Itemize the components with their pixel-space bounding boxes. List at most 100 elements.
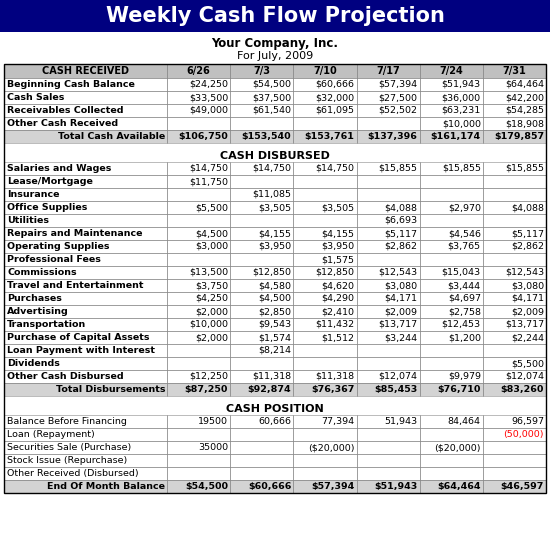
Text: Dividends: Dividends [7, 359, 60, 368]
Text: $13,717: $13,717 [505, 320, 544, 329]
Bar [167, 104, 230, 117]
Bar [420, 441, 483, 454]
Bar [4, 383, 167, 396]
Bar [420, 454, 483, 467]
Text: $14,750: $14,750 [189, 164, 228, 173]
Bar [293, 331, 356, 344]
Bar [167, 357, 230, 370]
Bar [420, 130, 483, 143]
Text: Operating Supplies: Operating Supplies [7, 242, 109, 251]
Bar [356, 292, 420, 305]
Text: 84,464: 84,464 [448, 417, 481, 426]
Bar [483, 64, 546, 78]
Bar [167, 454, 230, 467]
Bar [167, 441, 230, 454]
Bar [483, 64, 546, 78]
Bar [293, 104, 356, 117]
Bar [483, 454, 546, 467]
Bar [230, 253, 293, 266]
Text: 77,394: 77,394 [321, 417, 355, 426]
Bar [230, 428, 293, 441]
Bar [230, 279, 293, 292]
Bar [483, 370, 546, 383]
Bar [483, 78, 546, 91]
Bar [167, 130, 230, 143]
Bar [420, 331, 483, 344]
Text: $3,750: $3,750 [195, 281, 228, 290]
Bar [167, 253, 230, 266]
Bar [4, 188, 167, 201]
Bar [4, 78, 167, 91]
Text: $3,000: $3,000 [195, 242, 228, 251]
Bar [230, 130, 293, 143]
Text: Receivables Collected: Receivables Collected [7, 106, 124, 115]
Bar [483, 214, 546, 227]
Bar [230, 91, 293, 104]
Bar [167, 227, 230, 240]
Bar [4, 415, 167, 428]
Bar [293, 467, 356, 480]
Text: $2,009: $2,009 [511, 307, 544, 316]
Bar [4, 201, 167, 214]
Bar [4, 64, 167, 78]
Bar [356, 383, 420, 396]
Bar [230, 383, 293, 396]
Bar [293, 480, 356, 493]
Bar [420, 292, 483, 305]
Bar [167, 201, 230, 214]
Bar [167, 175, 230, 188]
Bar [4, 117, 167, 130]
Bar [483, 266, 546, 279]
Bar [420, 428, 483, 441]
Bar [4, 441, 167, 454]
Bar [230, 201, 293, 214]
Bar [356, 253, 420, 266]
Bar [230, 78, 293, 91]
Text: $11,432: $11,432 [315, 320, 355, 329]
Text: $4,697: $4,697 [448, 294, 481, 303]
Bar [293, 227, 356, 240]
Text: Repairs and Maintenance: Repairs and Maintenance [7, 229, 142, 238]
Bar [420, 240, 483, 253]
Bar [293, 240, 356, 253]
Text: $9,979: $9,979 [448, 372, 481, 381]
Bar [167, 253, 230, 266]
Bar [293, 266, 356, 279]
Bar [293, 467, 356, 480]
Bar [167, 305, 230, 318]
Bar [293, 383, 356, 396]
Bar [356, 344, 420, 357]
Bar [483, 162, 546, 175]
Bar [420, 104, 483, 117]
Bar [420, 104, 483, 117]
Text: Purchases: Purchases [7, 294, 62, 303]
Text: $5,500: $5,500 [511, 359, 544, 368]
Text: $137,396: $137,396 [368, 132, 417, 141]
Text: Stock Issue (Repurchase): Stock Issue (Repurchase) [7, 456, 127, 465]
Bar [420, 91, 483, 104]
Bar [356, 480, 420, 493]
Bar [293, 383, 356, 396]
Text: $57,394: $57,394 [311, 482, 355, 491]
Bar [356, 201, 420, 214]
Text: $27,500: $27,500 [378, 93, 417, 102]
Bar [483, 480, 546, 493]
Text: $12,850: $12,850 [252, 268, 292, 277]
Text: $5,117: $5,117 [384, 229, 417, 238]
Text: End Of Month Balance: End Of Month Balance [47, 482, 165, 491]
Bar [356, 331, 420, 344]
Bar [167, 415, 230, 428]
Bar [356, 415, 420, 428]
Bar [293, 117, 356, 130]
Bar [356, 415, 420, 428]
Bar [167, 201, 230, 214]
Bar [483, 104, 546, 117]
Bar [420, 279, 483, 292]
Text: $3,080: $3,080 [384, 281, 417, 290]
Bar [356, 227, 420, 240]
Bar [230, 480, 293, 493]
Bar [230, 64, 293, 78]
Bar [230, 454, 293, 467]
Bar [4, 227, 167, 240]
Bar [4, 279, 167, 292]
